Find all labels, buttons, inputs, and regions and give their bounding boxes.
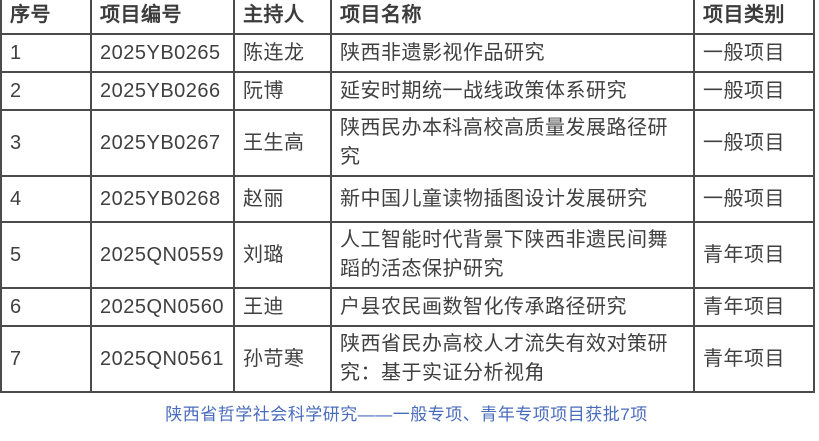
- cell-leader: 陈连龙: [233, 33, 332, 73]
- column-header-name: 项目名称: [330, 0, 695, 35]
- table-row: 5 2025QN0559 刘璐 人工智能时代背景下陕西非遗民间舞蹈的活态保护研究…: [0, 221, 815, 289]
- column-header-code: 项目编号: [90, 0, 235, 35]
- cell-category: 一般项目: [693, 71, 815, 111]
- table-caption-link[interactable]: 陕西省哲学社会科学研究——一般专项、青年专项项目获批7项: [165, 405, 648, 424]
- column-header-category: 项目类别: [693, 0, 815, 35]
- table-row: 1 2025YB0265 陈连龙 陕西非遗影视作品研究 一般项目: [0, 33, 815, 73]
- cell-name: 陕西民办本科高校高质量发展路径研究: [330, 109, 695, 177]
- cell-category: 青年项目: [693, 287, 815, 327]
- cell-code: 2025YB0265: [90, 33, 235, 73]
- cell-index: 2: [0, 71, 92, 111]
- cell-leader: 王生高: [233, 109, 332, 177]
- cell-code: 2025YB0267: [90, 109, 235, 177]
- cell-category: 青年项目: [693, 221, 815, 289]
- cell-index: 1: [0, 33, 92, 73]
- cell-name: 陕西非遗影视作品研究: [330, 33, 695, 73]
- cell-category: 一般项目: [693, 175, 815, 223]
- projects-table: 序号 项目编号 主持人 项目名称 项目类别 1 2025YB0265 陈连龙 陕…: [0, 0, 815, 393]
- cell-code: 2025QN0560: [90, 287, 235, 327]
- cell-leader: 赵丽: [233, 175, 332, 223]
- column-header-leader: 主持人: [233, 0, 332, 35]
- cell-leader: 刘璐: [233, 221, 332, 289]
- cell-category: 一般项目: [693, 109, 815, 177]
- cell-code: 2025QN0561: [90, 325, 235, 393]
- cell-code: 2025YB0268: [90, 175, 235, 223]
- table-row: 2 2025YB0266 阮博 延安时期统一战线政策体系研究 一般项目: [0, 71, 815, 111]
- table-row: 7 2025QN0561 孙苛寒 陕西省民办高校人才流失有效对策研究：基于实证分…: [0, 325, 815, 393]
- cell-name: 陕西省民办高校人才流失有效对策研究：基于实证分析视角: [330, 325, 695, 393]
- cell-name: 人工智能时代背景下陕西非遗民间舞蹈的活态保护研究: [330, 221, 695, 289]
- table-header-row: 序号 项目编号 主持人 项目名称 项目类别: [0, 0, 815, 35]
- cell-code: 2025QN0559: [90, 221, 235, 289]
- cell-leader: 阮博: [233, 71, 332, 111]
- cell-leader: 王迪: [233, 287, 332, 327]
- cell-index: 7: [0, 325, 92, 393]
- cell-index: 4: [0, 175, 92, 223]
- cell-category: 青年项目: [693, 325, 815, 393]
- table-row: 4 2025YB0268 赵丽 新中国儿童读物插图设计发展研究 一般项目: [0, 175, 815, 223]
- cell-name: 户县农民画数智化传承路径研究: [330, 287, 695, 327]
- table-row: 3 2025YB0267 王生高 陕西民办本科高校高质量发展路径研究 一般项目: [0, 109, 815, 177]
- cell-leader: 孙苛寒: [233, 325, 332, 393]
- cell-category: 一般项目: [693, 33, 815, 73]
- cell-name: 新中国儿童读物插图设计发展研究: [330, 175, 695, 223]
- column-header-index: 序号: [0, 0, 92, 35]
- cell-index: 5: [0, 221, 92, 289]
- cell-index: 6: [0, 287, 92, 327]
- cell-code: 2025YB0266: [90, 71, 235, 111]
- cell-index: 3: [0, 109, 92, 177]
- table-row: 6 2025QN0560 王迪 户县农民画数智化传承路径研究 青年项目: [0, 287, 815, 327]
- cell-name: 延安时期统一战线政策体系研究: [330, 71, 695, 111]
